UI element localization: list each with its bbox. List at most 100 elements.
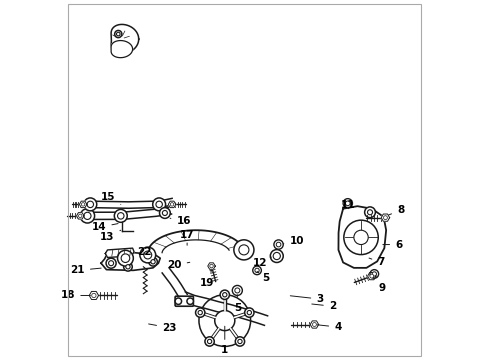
Circle shape bbox=[175, 298, 181, 305]
Circle shape bbox=[162, 211, 167, 216]
Text: 8: 8 bbox=[388, 206, 404, 216]
Circle shape bbox=[170, 203, 173, 206]
Circle shape bbox=[209, 264, 213, 268]
Polygon shape bbox=[207, 263, 215, 269]
Circle shape bbox=[87, 201, 93, 208]
Circle shape bbox=[199, 295, 250, 346]
Circle shape bbox=[198, 310, 202, 315]
Text: 4: 4 bbox=[317, 322, 341, 332]
Circle shape bbox=[92, 293, 96, 298]
Circle shape bbox=[143, 251, 151, 259]
Polygon shape bbox=[147, 230, 244, 255]
Circle shape bbox=[353, 230, 367, 244]
Circle shape bbox=[83, 212, 91, 220]
Text: 21: 21 bbox=[70, 265, 101, 275]
Circle shape bbox=[214, 311, 234, 330]
Circle shape bbox=[80, 209, 94, 223]
Circle shape bbox=[383, 216, 386, 220]
Circle shape bbox=[273, 252, 280, 260]
Circle shape bbox=[117, 213, 124, 219]
Polygon shape bbox=[309, 321, 318, 328]
Text: 16: 16 bbox=[170, 216, 190, 226]
Circle shape bbox=[239, 245, 248, 255]
Text: 3: 3 bbox=[290, 294, 323, 304]
Text: 17: 17 bbox=[180, 230, 194, 245]
Circle shape bbox=[123, 262, 132, 271]
Text: 23: 23 bbox=[148, 323, 176, 333]
Text: 13: 13 bbox=[100, 230, 121, 242]
FancyBboxPatch shape bbox=[175, 296, 193, 306]
Polygon shape bbox=[105, 248, 134, 257]
Polygon shape bbox=[111, 24, 139, 54]
Polygon shape bbox=[182, 292, 267, 325]
Circle shape bbox=[140, 247, 155, 263]
Circle shape bbox=[207, 339, 211, 343]
Circle shape bbox=[270, 249, 283, 262]
Circle shape bbox=[79, 214, 82, 217]
Circle shape bbox=[152, 198, 165, 211]
Circle shape bbox=[121, 254, 129, 262]
Text: 12: 12 bbox=[253, 257, 271, 268]
Circle shape bbox=[114, 210, 127, 222]
Text: 14: 14 bbox=[92, 222, 118, 232]
Circle shape bbox=[364, 207, 375, 218]
Circle shape bbox=[204, 337, 214, 346]
Text: 5: 5 bbox=[233, 295, 241, 312]
Circle shape bbox=[186, 298, 193, 305]
Text: 20: 20 bbox=[167, 260, 189, 270]
Circle shape bbox=[106, 258, 116, 268]
Circle shape bbox=[369, 270, 378, 278]
Circle shape bbox=[367, 210, 372, 215]
Circle shape bbox=[276, 242, 280, 247]
Polygon shape bbox=[76, 213, 84, 219]
Circle shape bbox=[222, 293, 226, 297]
Circle shape bbox=[151, 260, 155, 264]
Circle shape bbox=[237, 339, 242, 343]
Text: 5: 5 bbox=[257, 271, 268, 283]
Text: 19: 19 bbox=[199, 270, 214, 288]
Polygon shape bbox=[89, 198, 173, 208]
Circle shape bbox=[371, 272, 376, 276]
Text: 10: 10 bbox=[283, 236, 303, 246]
Circle shape bbox=[246, 310, 251, 315]
Polygon shape bbox=[367, 273, 375, 280]
Circle shape bbox=[252, 266, 261, 275]
Text: 1: 1 bbox=[221, 326, 228, 355]
Circle shape bbox=[232, 285, 242, 296]
Text: 6: 6 bbox=[382, 239, 402, 249]
Polygon shape bbox=[89, 292, 99, 300]
Circle shape bbox=[345, 201, 349, 206]
Polygon shape bbox=[168, 201, 175, 208]
Polygon shape bbox=[381, 214, 389, 221]
Circle shape bbox=[233, 240, 253, 260]
Circle shape bbox=[195, 308, 204, 317]
Text: 11: 11 bbox=[341, 200, 355, 210]
Circle shape bbox=[116, 32, 120, 36]
Circle shape bbox=[83, 198, 97, 211]
Circle shape bbox=[125, 265, 130, 269]
Circle shape bbox=[273, 240, 283, 249]
Polygon shape bbox=[111, 41, 132, 58]
Text: 2: 2 bbox=[311, 301, 335, 311]
Circle shape bbox=[159, 208, 170, 219]
Text: 15: 15 bbox=[101, 192, 121, 204]
Text: 22: 22 bbox=[137, 247, 151, 257]
Text: 18: 18 bbox=[61, 291, 90, 301]
Circle shape bbox=[312, 323, 316, 327]
Circle shape bbox=[220, 290, 229, 300]
Polygon shape bbox=[79, 201, 87, 208]
Circle shape bbox=[343, 199, 352, 208]
Text: 7: 7 bbox=[368, 257, 384, 267]
Circle shape bbox=[117, 250, 133, 266]
Circle shape bbox=[148, 257, 157, 266]
Circle shape bbox=[234, 288, 239, 293]
Polygon shape bbox=[86, 207, 171, 220]
Polygon shape bbox=[338, 206, 386, 268]
Circle shape bbox=[343, 220, 378, 255]
Circle shape bbox=[235, 337, 244, 346]
Circle shape bbox=[244, 308, 253, 317]
Circle shape bbox=[156, 201, 162, 208]
Text: 9: 9 bbox=[373, 278, 386, 293]
Circle shape bbox=[108, 261, 113, 266]
Polygon shape bbox=[101, 252, 160, 270]
